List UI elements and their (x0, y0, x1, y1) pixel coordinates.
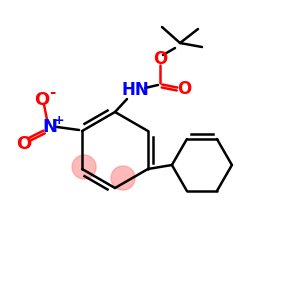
Text: -: - (49, 85, 55, 100)
Text: N: N (43, 118, 58, 136)
Text: O: O (153, 50, 167, 68)
Text: HN: HN (121, 81, 149, 99)
Text: O: O (34, 91, 50, 109)
Text: O: O (16, 135, 32, 153)
Circle shape (72, 155, 96, 179)
Text: O: O (177, 80, 191, 98)
Text: +: + (54, 113, 64, 127)
Circle shape (111, 166, 135, 190)
